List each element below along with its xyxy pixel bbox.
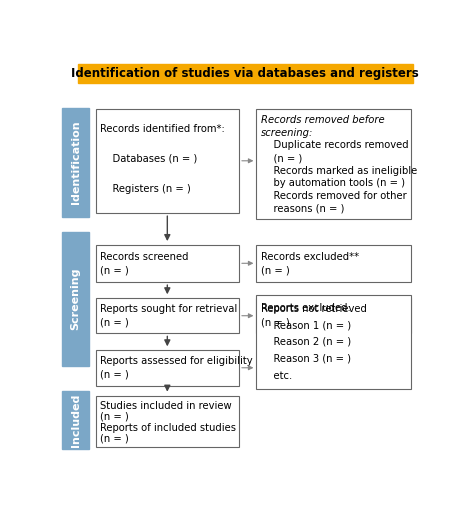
Text: Records excluded**: Records excluded**	[261, 251, 359, 262]
Text: Records marked as ineligible: Records marked as ineligible	[261, 166, 417, 176]
Text: (n = ): (n = )	[100, 412, 129, 422]
Text: (n = ): (n = )	[100, 433, 129, 443]
Text: screening:: screening:	[261, 127, 313, 138]
Text: Reports not retrieved: Reports not retrieved	[261, 305, 367, 314]
FancyBboxPatch shape	[78, 64, 413, 83]
FancyBboxPatch shape	[257, 295, 411, 390]
Text: (n = ): (n = )	[261, 266, 290, 276]
FancyBboxPatch shape	[257, 298, 411, 333]
Text: Reports excluded:: Reports excluded:	[261, 303, 350, 313]
Text: reasons (n = ): reasons (n = )	[261, 204, 344, 214]
FancyBboxPatch shape	[62, 391, 89, 449]
Text: Reason 2 (n = ): Reason 2 (n = )	[261, 337, 351, 347]
Text: (n = ): (n = )	[100, 370, 129, 380]
FancyBboxPatch shape	[257, 245, 411, 282]
FancyBboxPatch shape	[62, 108, 89, 217]
FancyBboxPatch shape	[62, 232, 89, 366]
Text: Records identified from*:: Records identified from*:	[100, 123, 225, 134]
Text: Identification of studies via databases and registers: Identification of studies via databases …	[71, 67, 419, 80]
Text: Studies included in review: Studies included in review	[100, 401, 232, 411]
FancyBboxPatch shape	[257, 109, 411, 219]
FancyBboxPatch shape	[95, 245, 239, 282]
Text: Reports assessed for eligibility: Reports assessed for eligibility	[100, 356, 253, 367]
FancyBboxPatch shape	[95, 109, 239, 213]
Text: Reason 1 (n = ): Reason 1 (n = )	[261, 320, 351, 330]
Text: Reason 3 (n = ): Reason 3 (n = )	[261, 354, 351, 364]
Text: Records screened: Records screened	[100, 251, 189, 262]
Text: Databases (n = ): Databases (n = )	[100, 154, 197, 164]
Text: Reports of included studies: Reports of included studies	[100, 422, 236, 433]
Text: Records removed before: Records removed before	[261, 115, 385, 125]
Text: Screening: Screening	[71, 268, 81, 330]
FancyBboxPatch shape	[95, 396, 239, 447]
Text: Duplicate records removed: Duplicate records removed	[261, 140, 408, 151]
Text: (n = ): (n = )	[261, 318, 290, 328]
Text: Identification: Identification	[71, 120, 81, 204]
Text: etc.: etc.	[261, 371, 292, 381]
FancyBboxPatch shape	[95, 350, 239, 386]
Text: (n = ): (n = )	[261, 153, 302, 163]
FancyBboxPatch shape	[95, 298, 239, 333]
Text: Registers (n = ): Registers (n = )	[100, 184, 191, 194]
Text: (n = ): (n = )	[100, 318, 129, 328]
Text: Included: Included	[71, 393, 81, 446]
Text: Records removed for other: Records removed for other	[261, 191, 407, 201]
Text: by automation tools (n = ): by automation tools (n = )	[261, 179, 405, 188]
Text: Reports sought for retrieval: Reports sought for retrieval	[100, 305, 238, 314]
Text: (n = ): (n = )	[100, 266, 129, 276]
